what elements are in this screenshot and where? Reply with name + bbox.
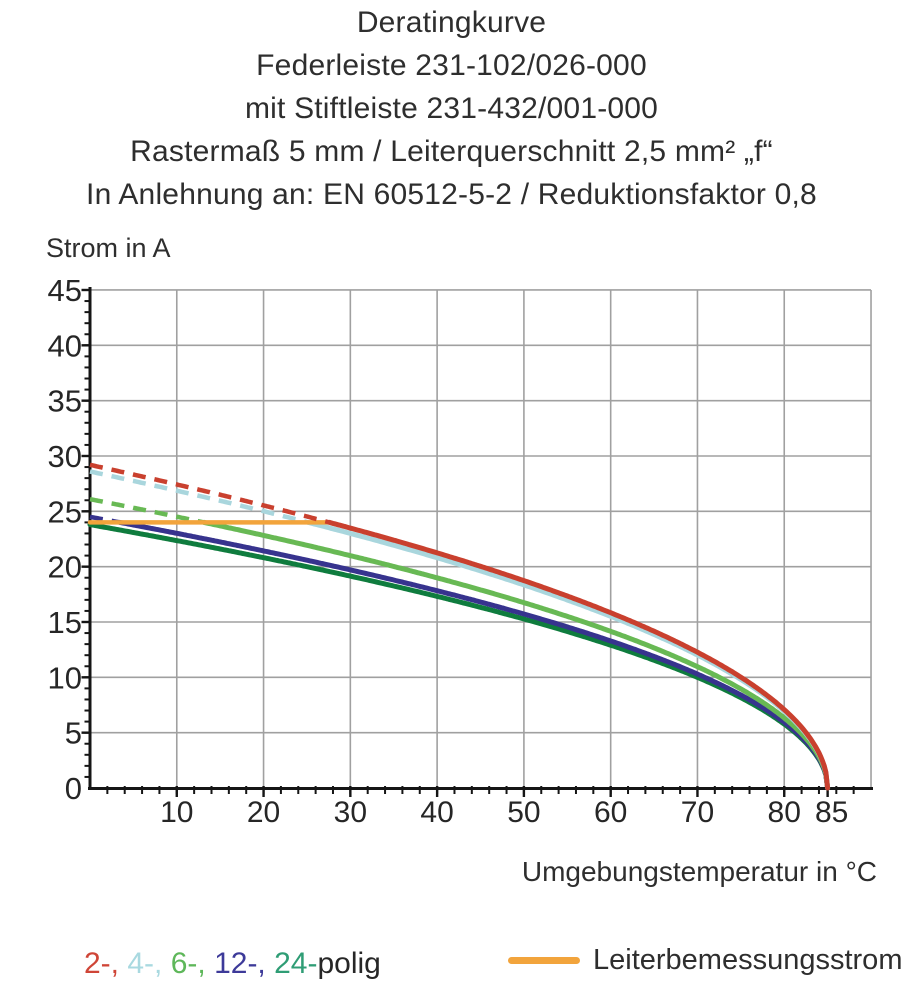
curve-2-polig (326, 519, 831, 791)
pole-count-label: 4-, (119, 947, 163, 980)
x-tick-label: 20 (247, 796, 280, 829)
rated-current-legend: Leiterbemessungsstrom (508, 938, 902, 982)
y-tick-label: 10 (48, 660, 82, 695)
title-line-3: mit Stiftleiste 231-432/001-000 (244, 92, 659, 125)
title-line-4: Rastermaß 5 mm / Leiterquerschnitt 2,5 m… (130, 135, 773, 168)
y-axis-title: Strom in A (46, 233, 171, 263)
y-tick-label: 30 (48, 439, 82, 474)
curve-6-polig-dashed (89, 496, 205, 525)
pole-count-label: 24- (265, 947, 318, 980)
x-tick-label: 30 (334, 796, 367, 829)
x-tick-label: 50 (507, 796, 540, 829)
curve-2-polig-dashed (89, 462, 330, 525)
y-tick-label: 25 (48, 494, 82, 529)
poles-legend: 2-, 4-, 6-, 12-, 24-polig (84, 947, 381, 981)
rated-current-line-swatch (508, 956, 580, 964)
y-tick-label: 5 (65, 716, 82, 751)
pole-count-label: polig (317, 947, 381, 980)
x-tick-label: 40 (420, 796, 453, 829)
curve-4-polig-dashed (89, 469, 309, 525)
x-tick-label: 10 (160, 796, 193, 829)
x-axis-title: Umgebungstemperatur in °C (521, 856, 877, 887)
y-tick-label: 15 (48, 605, 82, 640)
x-tick-label: 85 (815, 796, 848, 829)
curve-24-polig (87, 522, 831, 791)
curve-12-polig (117, 519, 831, 791)
y-tick-label: 40 (48, 328, 82, 363)
title-line-1: Deratingkurve (356, 6, 547, 39)
y-tick-label: 0 (65, 771, 82, 806)
pole-count-label: 2-, (84, 947, 120, 980)
x-tick-label: 70 (681, 796, 714, 829)
title-line-2: Federleiste 231-102/026-000 (256, 49, 647, 82)
pole-count-label: 12-, (205, 947, 266, 980)
y-tick-label: 35 (48, 384, 82, 419)
chart-title-block: Deratingkurve Federleiste 231-102/026-00… (0, 1, 903, 216)
y-tick-label: 20 (48, 550, 82, 585)
rated-current-label: Leiterbemessungsstrom (593, 943, 903, 976)
pole-count-label: 6-, (162, 947, 206, 980)
title-line-5: In Anlehnung an: EN 60512-5-2 / Reduktio… (86, 178, 817, 211)
x-tick-label: 60 (594, 796, 627, 829)
x-tick-label: 80 (768, 796, 801, 829)
curve-6-polig (201, 519, 831, 791)
y-tick-label: 45 (48, 273, 82, 308)
